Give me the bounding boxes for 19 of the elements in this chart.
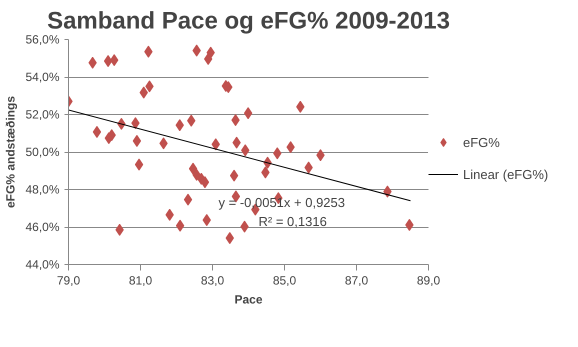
x-axis-title: Pace bbox=[234, 292, 263, 306]
x-tick-label: 81,0 bbox=[128, 274, 153, 288]
x-tick-label: 79,0 bbox=[56, 274, 81, 288]
x-tick-label: 89,0 bbox=[416, 274, 441, 288]
y-tick-label: 52,0% bbox=[25, 108, 60, 122]
annotation: R² = 0,1316 bbox=[258, 214, 327, 229]
x-tick-label: 87,0 bbox=[344, 274, 369, 288]
y-tick-label: 48,0% bbox=[25, 182, 60, 196]
legend-label: eFG% bbox=[463, 134, 500, 150]
x-tick-label: 83,0 bbox=[200, 274, 225, 288]
x-tick-label: 85,0 bbox=[272, 274, 297, 288]
y-tick-label: 56,0% bbox=[25, 32, 60, 46]
y-axis-title: eFG% andstæðings bbox=[3, 96, 18, 208]
y-tick-label: 50,0% bbox=[25, 145, 60, 159]
chart-title: Samband Pace og eFG% 2009-2013 bbox=[47, 8, 450, 34]
legend-label: Linear (eFG%) bbox=[463, 166, 548, 182]
y-tick-label: 44,0% bbox=[25, 258, 60, 272]
y-tick-label: 54,0% bbox=[25, 70, 60, 84]
y-tick-label: 46,0% bbox=[25, 220, 60, 234]
